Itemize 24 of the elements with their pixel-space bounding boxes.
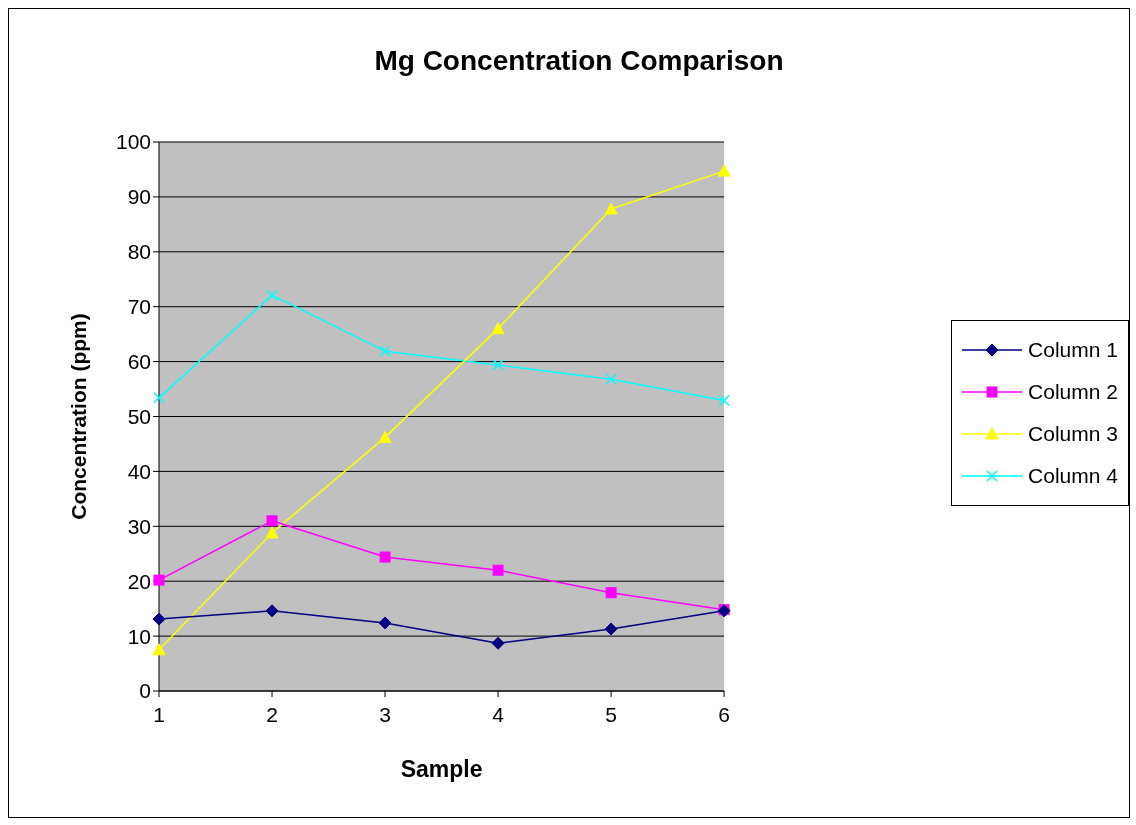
legend-label: Column 1 [1028, 338, 1118, 362]
y-tick-label: 60 [127, 350, 151, 374]
x-tick-label: 1 [153, 702, 165, 726]
x-tick-label: 6 [718, 702, 730, 726]
y-tick-label: 40 [127, 459, 151, 483]
y-tick-label: 10 [127, 624, 151, 648]
legend-label: Column 2 [1028, 380, 1118, 404]
y-axis-title: Concentration (ppm) [67, 313, 91, 520]
y-tick-label: 100 [115, 130, 151, 154]
legend-label: Column 4 [1028, 464, 1118, 488]
y-tick-label: 90 [127, 185, 151, 209]
x-tick-label: 4 [492, 702, 505, 726]
y-tick-label: 70 [127, 295, 151, 319]
y-tick-label: 0 [139, 679, 151, 703]
y-tick-label: 20 [127, 569, 151, 593]
legend-label: Column 3 [1028, 422, 1118, 446]
chart-title: Mg Concentration Comparison [373, 45, 785, 77]
x-tick-label: 5 [605, 702, 617, 726]
y-tick-label: 50 [127, 404, 151, 428]
y-tick-label: 30 [127, 514, 151, 538]
x-tick-label: 2 [266, 702, 278, 726]
x-tick-label: 3 [379, 702, 391, 726]
x-axis-title: Sample [400, 756, 483, 782]
y-tick-label: 80 [127, 240, 151, 264]
